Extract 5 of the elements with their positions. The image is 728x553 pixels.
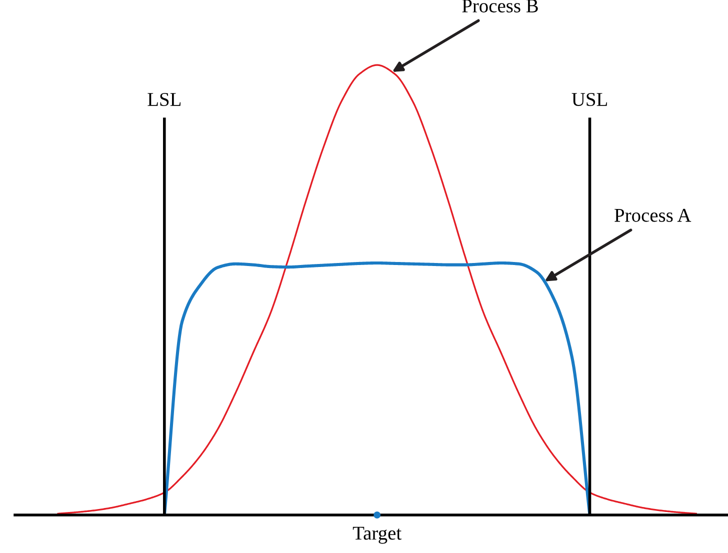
text: Process B bbox=[462, 0, 538, 12]
annotation: USL bbox=[572, 92, 607, 106]
annotation: LSL bbox=[148, 92, 181, 106]
annotation: Process A bbox=[614, 208, 692, 222]
text: Target bbox=[352, 526, 402, 544]
